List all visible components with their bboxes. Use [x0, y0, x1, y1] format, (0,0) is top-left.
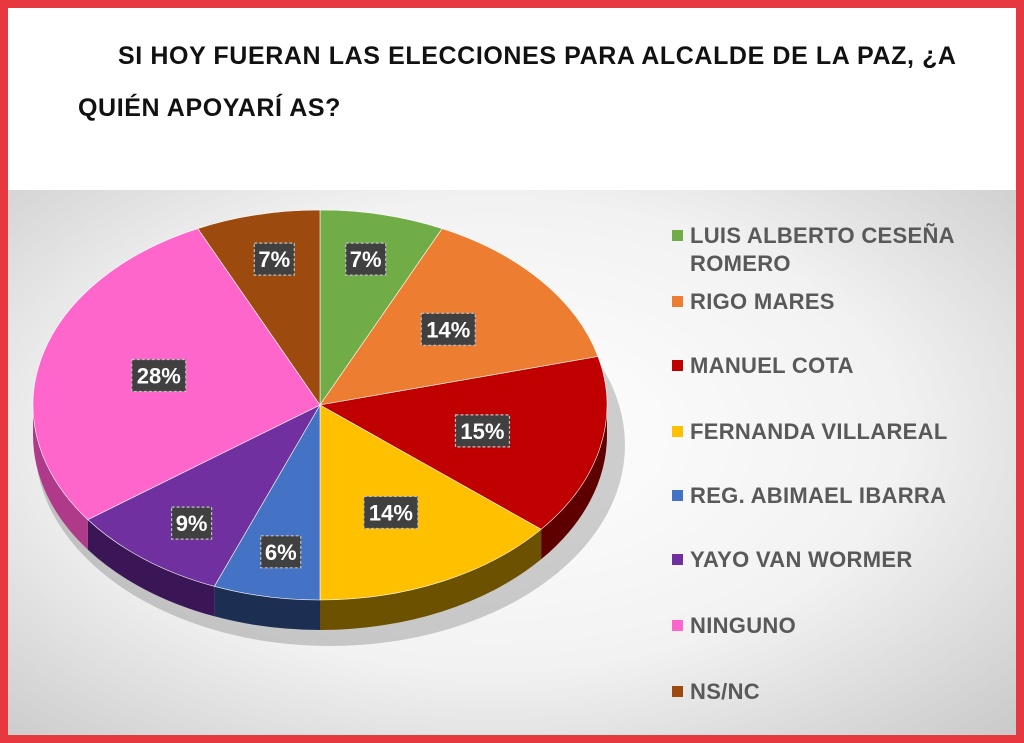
legend-item: MANUEL COTA	[672, 352, 990, 380]
legend-label: NS/NC	[690, 679, 760, 704]
svg-text:14%: 14%	[369, 500, 413, 525]
pie-side-yayo-van-wormer	[87, 519, 215, 617]
legend-label: RIGO MARES	[690, 289, 835, 314]
pie-side-manuel-cota	[541, 405, 607, 560]
data-label: 28%	[131, 358, 187, 393]
data-label: 6%	[260, 535, 302, 569]
svg-text:9%: 9%	[176, 511, 208, 536]
legend-item: FERNANDA VILLAREAL	[672, 418, 990, 446]
legend-label: FERNANDA VILLAREAL	[690, 419, 948, 444]
legend-item: LUIS ALBERTO CESEÑA ROMERO	[672, 222, 990, 278]
data-label: 14%	[420, 312, 476, 346]
legend-label: REG. ABIMAEL IBARRA	[690, 483, 947, 508]
data-label: 9%	[170, 506, 213, 540]
svg-text:28%: 28%	[137, 363, 181, 388]
legend-label: NINGUNO	[690, 613, 796, 638]
legend-label: LUIS ALBERTO CESEÑA ROMERO	[690, 223, 955, 276]
pie-sides	[33, 405, 607, 630]
data-label: 14%	[363, 495, 419, 530]
legend-swatch	[672, 686, 683, 697]
svg-text:15%: 15%	[460, 419, 504, 444]
pie-side-ninguno	[33, 405, 88, 550]
legend-swatch	[672, 426, 683, 437]
pie-slice-fernanda-villareal	[319, 404, 542, 601]
legend-swatch	[672, 554, 683, 565]
legend-item: YAYO VAN WORMER	[672, 546, 990, 574]
legend-swatch	[672, 360, 683, 371]
legend-item: NINGUNO	[672, 612, 990, 640]
legend-swatch	[672, 490, 683, 501]
chart-title: SI HOY FUERAN LAS ELECCIONES PARA ALCALD…	[78, 42, 956, 122]
data-label: 15%	[454, 414, 511, 448]
legend-label: MANUEL COTA	[690, 353, 854, 378]
data-label: 7%	[345, 242, 387, 276]
legend-swatch	[672, 620, 683, 631]
legend-item: RIGO MARES	[672, 288, 990, 316]
legend-item: REG. ABIMAEL IBARRA	[672, 482, 990, 510]
svg-text:14%: 14%	[426, 317, 470, 342]
data-label: 7%	[253, 242, 295, 276]
legend-label: YAYO VAN WORMER	[690, 547, 913, 572]
pie-side-reg-abimael-ibarra	[214, 586, 320, 630]
legend-item: NS/NC	[672, 678, 990, 706]
svg-text:7%: 7%	[350, 247, 382, 272]
svg-text:7%: 7%	[258, 247, 290, 272]
svg-text:6%: 6%	[265, 540, 297, 565]
pie-slice-yayo-van-wormer	[87, 404, 321, 587]
legend-swatch	[672, 230, 683, 241]
pie-side-fernanda-villareal	[320, 529, 542, 630]
legend-swatch	[672, 296, 683, 307]
